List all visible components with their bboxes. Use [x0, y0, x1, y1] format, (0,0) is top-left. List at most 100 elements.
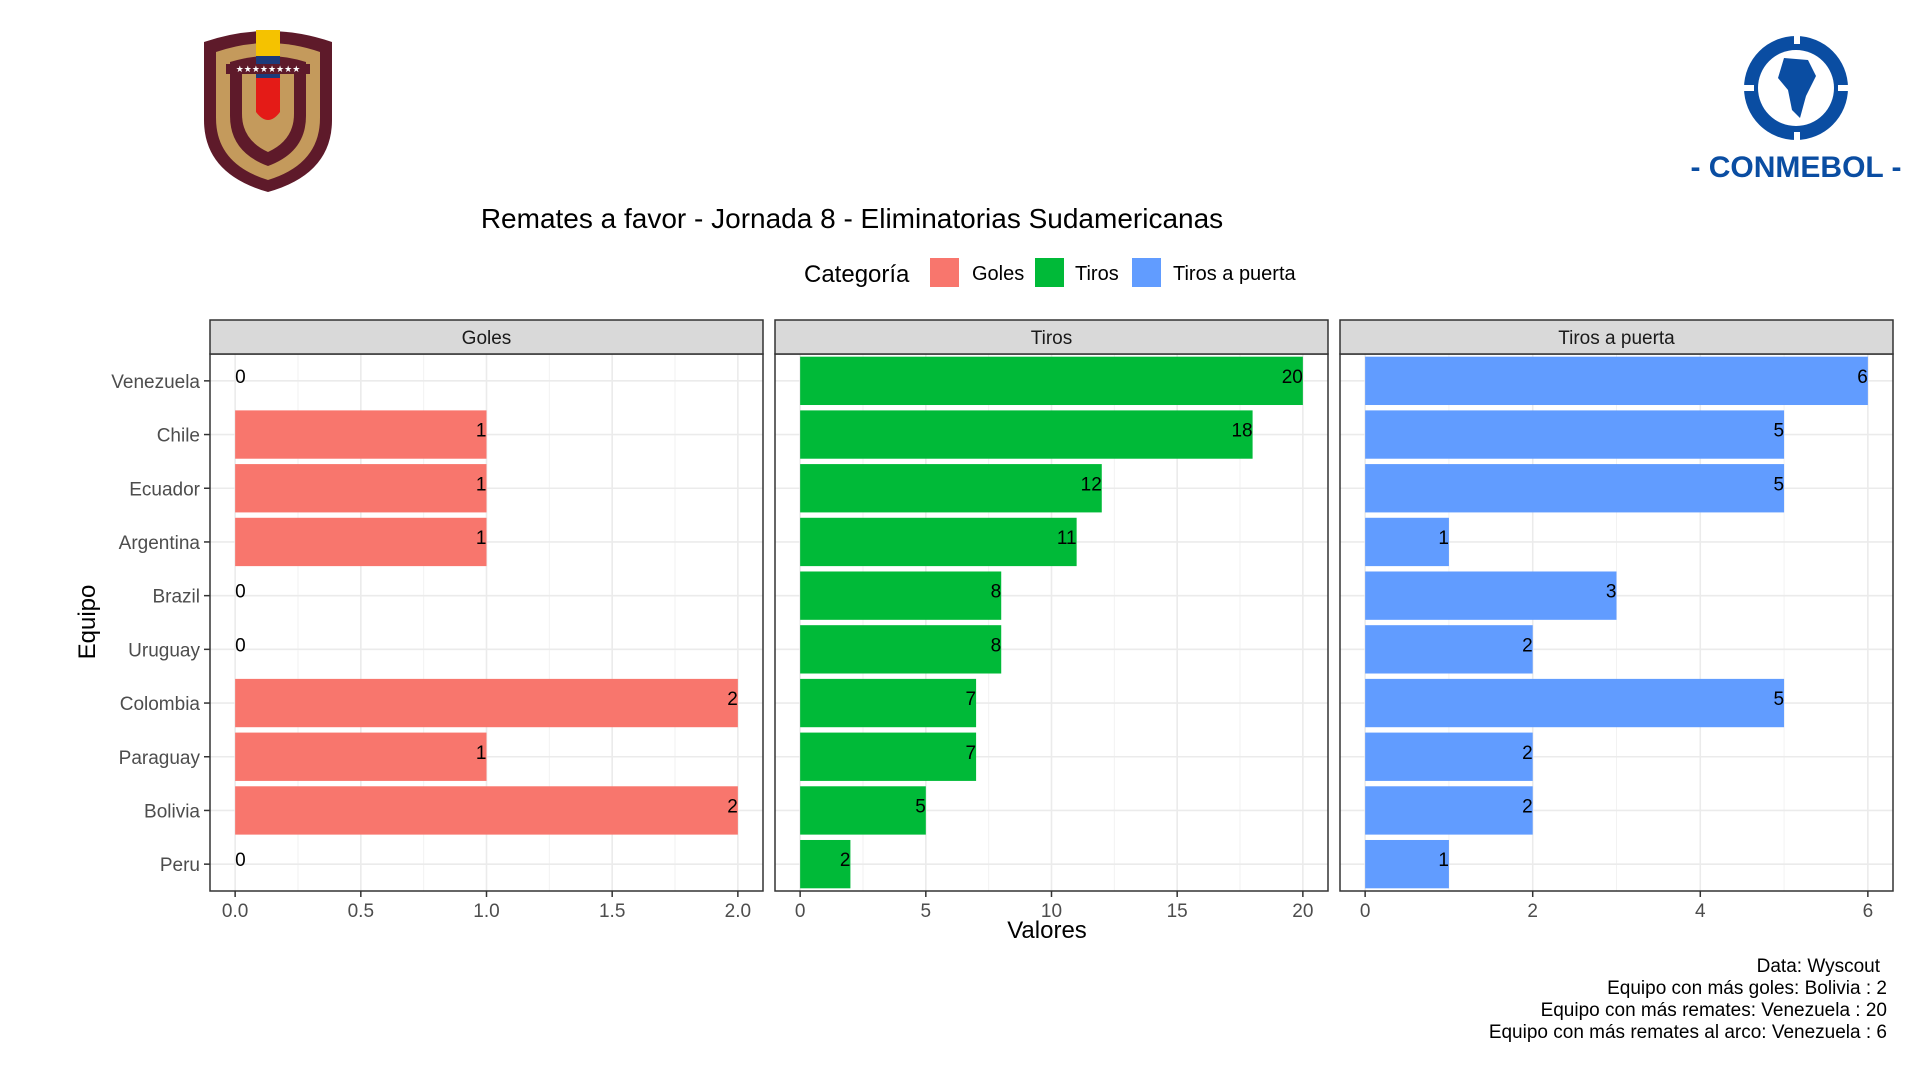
bar-label: 1: [476, 743, 487, 764]
bar-label: 18: [1231, 421, 1252, 442]
bar: [1365, 786, 1533, 835]
y-tick-label: Venezuela: [111, 372, 200, 393]
caption-line: Equipo con más remates: Venezuela : 20: [1541, 1000, 1887, 1021]
bar-label: 20: [1282, 367, 1303, 388]
bar: [1365, 356, 1868, 406]
bar: [235, 410, 487, 459]
bar: [800, 356, 1303, 406]
bar-label: 2: [727, 689, 738, 710]
y-axis: Venezuela Chile Ecuador Argentina Brazil Urug…: [111, 372, 210, 876]
bar-label: 2: [840, 850, 851, 871]
bar: [1365, 571, 1617, 620]
bar: [235, 517, 487, 567]
bar-label: 2: [727, 796, 738, 817]
bar: [235, 786, 738, 835]
caption: Data: Wyscout Equipo con más goles: Boli…: [1489, 956, 1887, 1043]
bar: [235, 732, 487, 781]
bar-label: 11: [1057, 528, 1077, 549]
bar: [1365, 839, 1449, 889]
conmebol-logo: - CONMEBOL -: [1690, 30, 1902, 184]
legend-title: Categoría: [804, 261, 910, 288]
bar-label: 0: [235, 635, 246, 656]
svg-text:★★★★★★★★: ★★★★★★★★: [236, 64, 301, 74]
x-tick-label: 0.5: [348, 901, 374, 922]
bar-label: 1: [476, 421, 487, 442]
bar-label: 2: [1522, 743, 1533, 764]
conmebol-logo-text: - CONMEBOL -: [1690, 151, 1901, 184]
y-tick-label: Ecuador: [129, 479, 200, 500]
legend-label: Tiros a puerta: [1173, 263, 1297, 285]
caption-line: Data: Wyscout: [1757, 956, 1881, 977]
bar-label: 1: [1438, 528, 1449, 549]
legend-label: Goles: [972, 263, 1024, 285]
x-tick-label: 1.0: [473, 901, 499, 922]
x-tick-label: 0: [795, 901, 806, 922]
bar: [1365, 625, 1533, 674]
caption-line: Equipo con más goles: Bolivia : 2: [1607, 978, 1887, 999]
bar-label: 1: [476, 528, 487, 549]
bar: [1365, 732, 1533, 781]
bar-label: 7: [966, 689, 977, 710]
y-tick-label: Uruguay: [128, 640, 200, 661]
x-tick-label: 4: [1695, 901, 1706, 922]
bar-label: 1: [1438, 850, 1449, 871]
bar-label: 12: [1081, 474, 1102, 495]
y-tick-label: Argentina: [119, 533, 201, 554]
bar: [1365, 678, 1785, 728]
facet-strip-label: Tiros a puerta: [1558, 328, 1675, 349]
panel-goles: 0 1 1 1 0 0 2 1 2 0 Goles 0.0 0.5 1.0 1.5 2.0: [209, 319, 764, 922]
bar: [800, 839, 851, 889]
bar: [800, 625, 1002, 674]
y-tick-label: Colombia: [120, 694, 201, 715]
facet-strip-label: Goles: [462, 328, 512, 349]
x-tick-label: 10: [1041, 901, 1062, 922]
panel-tiros: 20 18 12 11 8 8 7 7 5 2 Tiros 0 5 10 15 20: [774, 319, 1329, 922]
y-tick-label: Peru: [160, 855, 200, 876]
bar-label: 2: [1522, 635, 1533, 656]
legend-swatch: [1035, 258, 1064, 287]
bar-label: 0: [235, 582, 246, 603]
bar: [800, 678, 977, 728]
facet-strip-label: Tiros: [1031, 328, 1073, 349]
bar-label: 3: [1606, 582, 1617, 603]
facet-strip: [774, 319, 1329, 355]
bar-label: 8: [991, 635, 1002, 656]
bar-label: 5: [915, 796, 926, 817]
bar-label: 8: [991, 582, 1002, 603]
legend: Categoría Goles Tiros Tiros a puerta: [804, 258, 1297, 288]
bar-label: 5: [1773, 474, 1784, 495]
bar: [235, 464, 487, 513]
x-tick-label: 2.0: [725, 901, 751, 922]
venezuela-crest-logo: ★★★★★★★★: [204, 30, 332, 192]
x-tick-label: 15: [1167, 901, 1188, 922]
bar: [800, 464, 1102, 513]
bar: [1365, 410, 1785, 459]
bar-label: 0: [235, 850, 246, 871]
bar: [1365, 517, 1449, 567]
x-tick-label: 1.5: [599, 901, 625, 922]
x-tick-label: 0: [1360, 901, 1371, 922]
bar-label: 6: [1857, 367, 1868, 388]
legend-label: Tiros: [1075, 263, 1119, 285]
bar-label: 1: [476, 474, 487, 495]
y-tick-label: Bolivia: [144, 801, 200, 822]
bar: [235, 678, 738, 728]
y-tick-label: Chile: [157, 426, 200, 447]
x-axis-title: Valores: [1007, 917, 1087, 944]
bar-label: 5: [1773, 421, 1784, 442]
x-tick-label: 2: [1527, 901, 1538, 922]
x-tick-label: 5: [921, 901, 932, 922]
x-tick-label: 6: [1863, 901, 1874, 922]
bar-label: 5: [1773, 689, 1784, 710]
chart-title: Remates a favor - Jornada 8 - Eliminator…: [481, 203, 1223, 234]
x-tick-label: 20: [1292, 901, 1313, 922]
y-tick-label: Brazil: [152, 587, 200, 608]
legend-swatch: [930, 258, 959, 287]
bar: [800, 786, 926, 835]
x-tick-label: 0.0: [222, 901, 248, 922]
bar: [800, 732, 977, 781]
bar-label: 7: [966, 743, 977, 764]
bar-label: 0: [235, 367, 246, 388]
